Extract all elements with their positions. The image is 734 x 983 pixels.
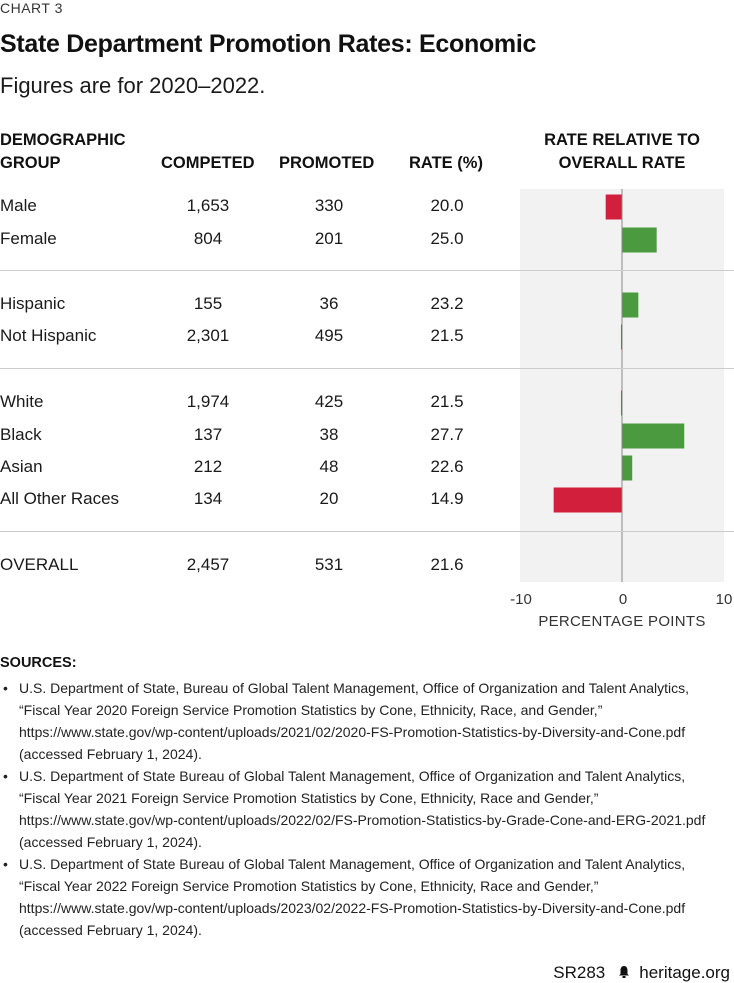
source-url[interactable]: https://www.state.gov/wp-content/uploads… [19,812,706,828]
heritage-bell-icon [617,963,631,982]
row-group-label: Female [0,229,57,248]
column-header-rate: RATE (%) [409,154,483,172]
chart-title: State Department Promotion Rates: Econom… [0,30,537,58]
source-url[interactable]: https://www.state.gov/wp-content/uploads… [19,900,686,916]
row-group-label: OVERALL [0,555,79,574]
row-promoted: 531 [314,555,344,574]
bar-all-other-races [553,487,622,513]
source-url[interactable]: https://www.state.gov/wp-content/uploads… [19,724,686,740]
row-promoted: 38 [319,425,339,444]
row-rate: 23.2 [430,294,464,313]
row-group-label: Asian [0,457,43,476]
column-header-promoted: PROMOTED [279,154,375,172]
column-header-competed: COMPETED [161,154,255,172]
row-promoted: 495 [314,326,344,345]
row-rate: 21.5 [430,392,464,411]
x-tick-label: 10 [715,591,733,608]
row-promoted: 201 [314,229,344,248]
row-promoted: 48 [319,457,339,476]
group-divider [0,270,734,271]
row-group-label: Not Hispanic [0,326,97,345]
group-divider [0,368,734,369]
row-group-label: Male [0,196,37,215]
row-promoted: 20 [319,489,339,508]
row-competed: 134 [193,489,223,508]
group-divider [0,531,734,532]
row-rate: 21.5 [430,326,464,345]
row-competed: 212 [193,457,223,476]
row-group-label: Black [0,425,42,444]
report-id: SR283 [553,963,606,982]
relative-rate-chart [520,189,724,582]
row-competed: 137 [193,425,223,444]
bullet-icon: • [3,768,8,784]
row-competed: 804 [193,229,223,248]
row-rate: 20.0 [430,196,464,215]
bullet-icon: • [3,856,8,872]
bar-male [605,194,622,220]
footer: SR283 heritage.org [553,963,730,983]
bar-female [622,227,657,253]
column-header-relative-rate: RATE RELATIVE TO OVERALL RATE [544,131,700,172]
bar-black [622,423,685,449]
bar-hispanic [622,292,639,318]
row-competed: 1,974 [186,392,230,411]
chart-label: CHART 3 [0,0,63,16]
bullet-icon: • [3,680,8,696]
bar-not-hispanic [620,324,622,350]
column-header-group: DEMOGRAPHIC GROUP [0,131,126,172]
row-rate: 21.6 [430,555,464,574]
row-competed: 2,457 [186,555,230,574]
row-rate: 25.0 [430,229,464,248]
row-promoted: 36 [319,294,339,313]
row-competed: 2,301 [186,326,230,345]
bar-asian [622,455,633,481]
row-rate: 14.9 [430,489,464,508]
row-group-label: Hispanic [0,294,66,313]
sources-heading: SOURCES: [0,655,77,671]
row-group-label: All Other Races [0,489,120,508]
row-rate: 22.6 [430,457,464,476]
row-group-label: White [0,392,44,411]
bar-white [620,390,622,416]
chart-subtitle: Figures are for 2020–2022. [0,73,266,98]
row-competed: 1,653 [186,196,230,215]
heritage-link[interactable]: heritage.org [639,963,730,982]
row-promoted: 330 [314,196,344,215]
row-promoted: 425 [314,392,344,411]
x-tick-label: -10 [510,591,532,608]
x-axis-label: PERCENTAGE POINTS [538,613,706,630]
x-tick-label: 0 [618,591,628,608]
row-competed: 155 [193,294,223,313]
row-rate: 27.7 [430,425,464,444]
